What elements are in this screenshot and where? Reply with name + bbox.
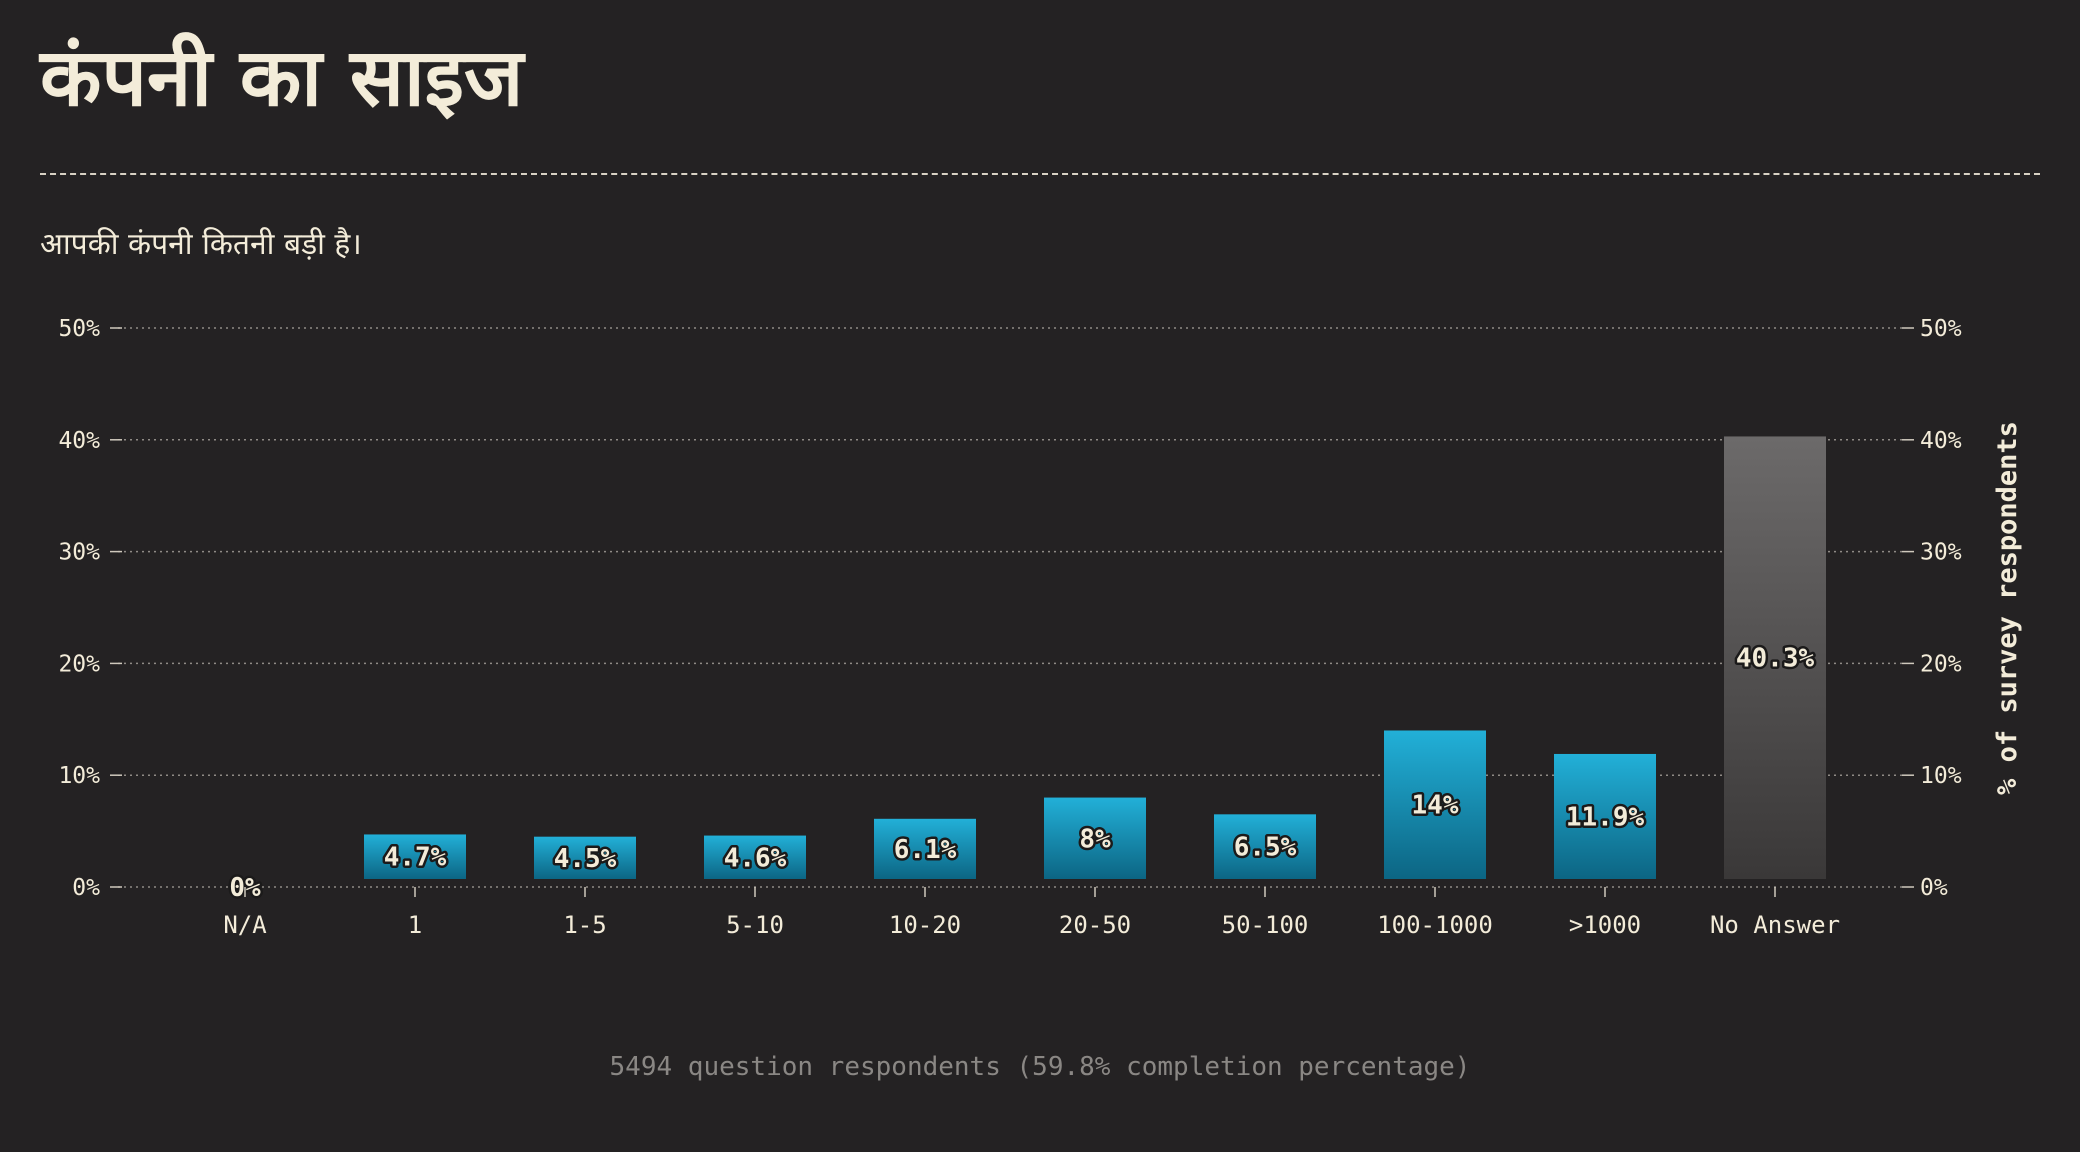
y-tick-label-right: 10% — [1920, 763, 1962, 789]
x-category-label: 1-5 — [563, 911, 606, 939]
bar-value-label: 8% — [1079, 824, 1111, 854]
bar — [704, 835, 806, 879]
y-tick-label-right: 50% — [1920, 316, 1962, 342]
y-tick-label-right: 30% — [1920, 540, 1962, 566]
x-category-label: 100-1000 — [1377, 911, 1493, 939]
title-divider — [40, 173, 2040, 175]
x-category-label: 10-20 — [889, 911, 961, 939]
x-category-label: N/A — [223, 911, 267, 939]
y-tick-label-left: 20% — [58, 651, 100, 677]
page-title: कंपनी का साइज — [40, 31, 524, 124]
y-tick-label-left: 40% — [58, 428, 100, 454]
y-tick-label-left: 10% — [58, 763, 100, 789]
x-category-label: No Answer — [1710, 911, 1840, 939]
x-category-label: 1 — [408, 911, 422, 939]
y-tick-label-left: 50% — [58, 316, 100, 342]
respondents-note: 5494 question respondents (59.8% complet… — [609, 1052, 1471, 1082]
bar-value-label: 4.7% — [384, 843, 447, 873]
bar — [1044, 797, 1146, 879]
bar-value-label: 11.9% — [1566, 802, 1645, 832]
x-category-label: >1000 — [1569, 911, 1641, 939]
bar-no-answer — [1724, 436, 1826, 879]
bar — [364, 834, 466, 879]
value-labels: 0%4.7% 4.5% 4.6% 6.1% 8% 6.5%14% 11.9%40.3% — [227, 641, 1817, 905]
y-tick-label-right: 0% — [1920, 875, 1948, 901]
bar — [1384, 730, 1486, 879]
x-category-label: 5-10 — [726, 911, 784, 939]
bar — [1214, 814, 1316, 879]
y-tick-label-left: 0% — [72, 875, 100, 901]
bars — [364, 436, 1826, 879]
gridlines: 0% 0% 10% 10% 20% 20% 30% 30% 40% 40% 50% 50% — [58, 316, 1961, 901]
bar — [1554, 753, 1656, 879]
y-tick-label-left: 30% — [58, 540, 100, 566]
x-category-label: 20-50 — [1059, 911, 1131, 939]
bar-value-label: 6.5% — [1234, 833, 1297, 863]
bar-value-label: 6.1% — [894, 835, 957, 865]
bar — [534, 836, 636, 879]
question-subtitle: आपकी कंपनी कितनी बड़ी है। — [40, 227, 362, 262]
y-axis-title: % of survey respondents — [1992, 421, 2023, 795]
x-axis: N/A 1 1-5 5-10 10-20 20-50 50-100 100-1000 >1000… — [223, 887, 1840, 939]
bar-value-label: 14% — [1412, 791, 1459, 821]
x-category-label: 50-100 — [1222, 911, 1309, 939]
bar — [874, 818, 976, 879]
bar-value-label: 40.3% — [1736, 644, 1815, 674]
y-tick-label-right: 20% — [1920, 651, 1962, 677]
bar-value-label: 4.5% — [554, 844, 617, 874]
y-tick-label-right: 40% — [1920, 428, 1962, 454]
bar-value-label: 4.6% — [724, 843, 787, 873]
